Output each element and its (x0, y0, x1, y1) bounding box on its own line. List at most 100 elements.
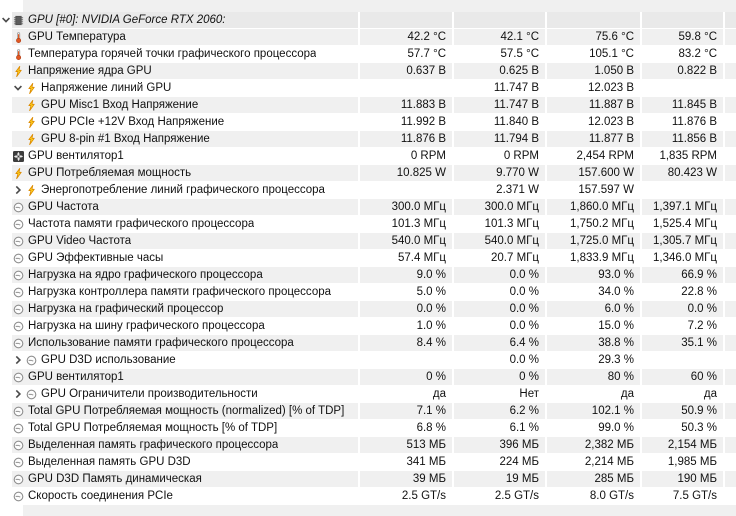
sensor-row[interactable]: GPU Эффективные часы 57.4 МГц 20.7 МГц 1,83… (0, 250, 736, 267)
sensor-row[interactable]: Выделенная память GPU D3D 341 МБ 224 МБ 2,2… (0, 454, 736, 471)
sensor-row[interactable]: Нагрузка на шину графического процессора… (0, 318, 736, 335)
sensor-row[interactable]: Напряжение линий GPU 11.747 В 12.023 В (0, 80, 736, 97)
value-current: 5.0 % (358, 284, 452, 300)
value-maximum: 2,382 МБ (545, 437, 640, 453)
value-average: 50.9 % (640, 403, 723, 419)
sensor-row[interactable]: Скорость соединения PCIe 2.5 GT/s 2.5 GT/s… (0, 488, 736, 505)
value-average: 83.2 °C (640, 46, 723, 62)
chevron-right-icon[interactable] (13, 355, 26, 365)
sensor-row[interactable]: GPU 8-pin #1 Вход Напряжение 11.876 В 11.7… (0, 131, 736, 148)
sensor-row[interactable]: GPU Misc1 Вход Напряжение 11.883 В 11.747 … (0, 97, 736, 114)
sensor-row[interactable]: GPU PCIe +12V Вход Напряжение 11.992 В 11.… (0, 114, 736, 131)
sensor-label: GPU Ограничители производительности (41, 388, 258, 400)
sensor-name-cell: Скорость соединения PCIe (12, 488, 358, 504)
sensor-name-cell: GPU Потребляемая мощность (12, 165, 358, 181)
sensor-row[interactable]: GPU D3D Память динамическая 39 МБ 19 МБ 285… (0, 471, 736, 488)
gpu-device-header-row[interactable]: GPU [#0]: NVIDIA GeForce RTX 2060: (0, 12, 736, 29)
value-average: 60 % (640, 369, 723, 385)
row-gutter (0, 63, 12, 79)
value-overflow-column (723, 488, 736, 504)
value-maximum: 12.023 В (545, 114, 640, 130)
sensor-row[interactable]: Частота памяти графического процессора 10… (0, 216, 736, 233)
sensor-row[interactable]: Нагрузка на ядро графического процессора… (0, 267, 736, 284)
row-gutter (0, 165, 12, 181)
row-gutter (0, 12, 12, 28)
sensor-row[interactable]: GPU Video Частота 540.0 МГц 540.0 МГц 1,725… (0, 233, 736, 250)
sensor-name-cell: Total GPU Потребляемая мощность (normali… (12, 403, 358, 419)
sensor-name-cell: GPU PCIe +12V Вход Напряжение (12, 114, 358, 130)
sensor-row[interactable]: GPU Ограничители производительности да Нет… (0, 386, 736, 403)
value-overflow-column (723, 12, 736, 28)
value-current: 341 МБ (358, 454, 452, 470)
value-minimum: 0.0 % (452, 284, 545, 300)
clock-icon (13, 440, 24, 451)
sensor-label: Нагрузка на ядро графического процессора (28, 269, 263, 281)
sensor-name-cell: Нагрузка на ядро графического процессора (12, 267, 358, 283)
clock-icon (13, 474, 24, 485)
value-average: 7.2 % (640, 318, 723, 334)
sensor-name-cell: Частота памяти графического процессора (12, 216, 358, 232)
sensor-row[interactable]: Напряжение ядра GPU 0.637 В 0.625 В 1.050 В… (0, 63, 736, 80)
sensor-row[interactable]: Выделенная память графического процессор… (0, 437, 736, 454)
sensor-name-cell: Нагрузка на графический процессор (12, 301, 358, 317)
sensor-row[interactable]: Использование памяти графического процес… (0, 335, 736, 352)
sensor-row[interactable]: Total GPU Потребляемая мощность (normali… (0, 403, 736, 420)
value-current: 7.1 % (358, 403, 452, 419)
value-minimum: 9.770 W (452, 165, 545, 181)
sensor-label: GPU Потребляемая мощность (28, 167, 192, 179)
sensor-row[interactable]: GPU D3D использование 0.0 % 29.3 % (0, 352, 736, 369)
value-maximum: 8.0 GT/s (545, 488, 640, 504)
sensor-row[interactable]: Total GPU Потребляемая мощность [% of TD… (0, 420, 736, 437)
row-gutter (0, 420, 12, 436)
sensor-row[interactable]: Температура горячей точки графического п… (0, 46, 736, 63)
chevron-right-icon[interactable] (13, 389, 26, 399)
value-minimum: 300.0 МГц (452, 199, 545, 215)
chevron-down-icon[interactable] (1, 15, 12, 25)
sensor-row[interactable]: GPU Температура 42.2 °C 42.1 °C 75.6 °C 59.8… (0, 29, 736, 46)
sensor-label: Напряжение линий GPU (41, 82, 172, 94)
clock-icon (13, 253, 24, 264)
bottom-strip (0, 505, 736, 516)
sensor-row[interactable]: GPU вентилятор1 0 RPM 0 RPM 2,454 RPM 1,835 … (0, 148, 736, 165)
value-minimum: 396 МБ (452, 437, 545, 453)
sensor-name-cell: GPU D3D Память динамическая (12, 471, 358, 487)
value-maximum: 15.0 % (545, 318, 640, 334)
value-overflow-column (723, 420, 736, 436)
row-gutter (0, 233, 12, 249)
row-gutter (0, 352, 12, 368)
sensor-row[interactable]: GPU Потребляемая мощность 10.825 W 9.770 W… (0, 165, 736, 182)
chevron-down-icon[interactable] (13, 83, 26, 93)
row-gutter (0, 318, 12, 334)
value-overflow-column (723, 165, 736, 181)
value-average: 0.822 В (640, 63, 723, 79)
value-minimum: 0.0 % (452, 352, 545, 368)
chevron-right-icon[interactable] (13, 185, 26, 195)
value-current: 0 RPM (358, 148, 452, 164)
sensor-row[interactable]: Энергопотребление линий графического про… (0, 182, 736, 199)
sensor-label: GPU вентилятор1 (28, 371, 124, 383)
sensor-row[interactable]: GPU вентилятор1 0 % 0 % 80 % 60 % (0, 369, 736, 386)
value-average: 11.856 В (640, 131, 723, 147)
sensor-row[interactable]: GPU Частота 300.0 МГц 300.0 МГц 1,860.0 МГц… (0, 199, 736, 216)
row-gutter (0, 403, 12, 419)
value-maximum: 1,725.0 МГц (545, 233, 640, 249)
value-minimum: 0.0 % (452, 318, 545, 334)
value-current (358, 182, 452, 198)
voltage-bolt-icon (26, 184, 37, 196)
value-minimum: 540.0 МГц (452, 233, 545, 249)
value-maximum: 34.0 % (545, 284, 640, 300)
sensor-label: Нагрузка на графический процессор (28, 303, 224, 315)
fan-icon (13, 150, 24, 162)
sensor-row[interactable]: Нагрузка контроллера памяти графического… (0, 284, 736, 301)
sensor-name-cell: GPU Частота (12, 199, 358, 215)
value-average (640, 12, 723, 28)
sensor-row[interactable]: Нагрузка на графический процессор 0.0 % 0.… (0, 301, 736, 318)
clock-icon (13, 304, 24, 315)
clock-icon (13, 338, 24, 349)
clock-icon (13, 491, 24, 502)
clock-icon (13, 270, 24, 281)
value-maximum: 29.3 % (545, 352, 640, 368)
voltage-bolt-icon (13, 65, 24, 77)
value-overflow-column (723, 233, 736, 249)
value-overflow-column (723, 63, 736, 79)
